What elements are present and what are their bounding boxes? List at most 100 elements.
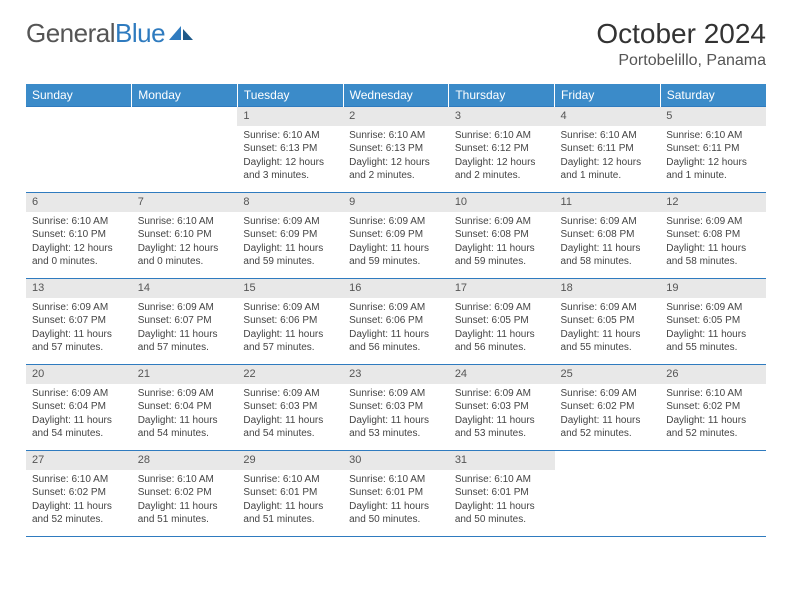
sunrise-line: Sunrise: 6:10 AM xyxy=(243,473,337,487)
sunrise-line: Sunrise: 6:09 AM xyxy=(243,301,337,315)
day-content: Sunrise: 6:10 AMSunset: 6:02 PMDaylight:… xyxy=(660,384,766,445)
calendar-day-cell: 7Sunrise: 6:10 AMSunset: 6:10 PMDaylight… xyxy=(132,193,238,279)
day-content: Sunrise: 6:10 AMSunset: 6:11 PMDaylight:… xyxy=(660,126,766,187)
calendar-day-cell: 2Sunrise: 6:10 AMSunset: 6:13 PMDaylight… xyxy=(343,107,449,193)
sunset-line: Sunset: 6:03 PM xyxy=(455,400,549,414)
sunset-line: Sunset: 6:06 PM xyxy=(349,314,443,328)
weekday-header: Thursday xyxy=(449,84,555,107)
sunrise-line: Sunrise: 6:10 AM xyxy=(349,129,443,143)
sunrise-line: Sunrise: 6:10 AM xyxy=(138,473,232,487)
calendar-day-cell: 14Sunrise: 6:09 AMSunset: 6:07 PMDayligh… xyxy=(132,279,238,365)
sunrise-line: Sunrise: 6:10 AM xyxy=(455,473,549,487)
day-content: Sunrise: 6:09 AMSunset: 6:02 PMDaylight:… xyxy=(555,384,661,445)
calendar-day-cell xyxy=(555,451,661,537)
calendar-day-cell: 20Sunrise: 6:09 AMSunset: 6:04 PMDayligh… xyxy=(26,365,132,451)
sunset-line: Sunset: 6:08 PM xyxy=(455,228,549,242)
daylight-line: Daylight: 11 hours and 51 minutes. xyxy=(138,500,232,527)
sunrise-line: Sunrise: 6:09 AM xyxy=(349,301,443,315)
day-number: 2 xyxy=(343,107,449,126)
day-number: 14 xyxy=(132,279,238,298)
sunrise-line: Sunrise: 6:09 AM xyxy=(455,215,549,229)
weekday-header: Saturday xyxy=(660,84,766,107)
day-number: 31 xyxy=(449,451,555,470)
logo: GeneralBlue xyxy=(26,18,195,49)
day-number: 23 xyxy=(343,365,449,384)
sunrise-line: Sunrise: 6:09 AM xyxy=(666,301,760,315)
sunset-line: Sunset: 6:07 PM xyxy=(138,314,232,328)
day-content: Sunrise: 6:10 AMSunset: 6:01 PMDaylight:… xyxy=(343,470,449,531)
day-content: Sunrise: 6:09 AMSunset: 6:09 PMDaylight:… xyxy=(237,212,343,273)
location: Portobelillo, Panama xyxy=(596,52,766,70)
calendar-day-cell: 25Sunrise: 6:09 AMSunset: 6:02 PMDayligh… xyxy=(555,365,661,451)
calendar-day-cell: 15Sunrise: 6:09 AMSunset: 6:06 PMDayligh… xyxy=(237,279,343,365)
calendar-day-cell: 11Sunrise: 6:09 AMSunset: 6:08 PMDayligh… xyxy=(555,193,661,279)
sunrise-line: Sunrise: 6:10 AM xyxy=(666,387,760,401)
day-content: Sunrise: 6:09 AMSunset: 6:08 PMDaylight:… xyxy=(660,212,766,273)
sunset-line: Sunset: 6:08 PM xyxy=(666,228,760,242)
weekday-header: Friday xyxy=(555,84,661,107)
sunset-line: Sunset: 6:04 PM xyxy=(32,400,126,414)
day-number: 4 xyxy=(555,107,661,126)
sunrise-line: Sunrise: 6:10 AM xyxy=(32,473,126,487)
sunset-line: Sunset: 6:10 PM xyxy=(138,228,232,242)
day-number: 8 xyxy=(237,193,343,212)
daylight-line: Daylight: 11 hours and 59 minutes. xyxy=(243,242,337,269)
day-content: Sunrise: 6:09 AMSunset: 6:09 PMDaylight:… xyxy=(343,212,449,273)
calendar-day-cell: 5Sunrise: 6:10 AMSunset: 6:11 PMDaylight… xyxy=(660,107,766,193)
weekday-header: Tuesday xyxy=(237,84,343,107)
day-number: 3 xyxy=(449,107,555,126)
day-number: 22 xyxy=(237,365,343,384)
day-number: 19 xyxy=(660,279,766,298)
sunrise-line: Sunrise: 6:09 AM xyxy=(666,215,760,229)
calendar-day-cell: 13Sunrise: 6:09 AMSunset: 6:07 PMDayligh… xyxy=(26,279,132,365)
sunrise-line: Sunrise: 6:09 AM xyxy=(349,215,443,229)
sunset-line: Sunset: 6:08 PM xyxy=(561,228,655,242)
day-content: Sunrise: 6:10 AMSunset: 6:10 PMDaylight:… xyxy=(26,212,132,273)
sunset-line: Sunset: 6:06 PM xyxy=(243,314,337,328)
day-number: 24 xyxy=(449,365,555,384)
day-number: 16 xyxy=(343,279,449,298)
calendar-day-cell: 24Sunrise: 6:09 AMSunset: 6:03 PMDayligh… xyxy=(449,365,555,451)
sunrise-line: Sunrise: 6:09 AM xyxy=(455,301,549,315)
sunrise-line: Sunrise: 6:09 AM xyxy=(561,387,655,401)
calendar-day-cell: 22Sunrise: 6:09 AMSunset: 6:03 PMDayligh… xyxy=(237,365,343,451)
calendar-day-cell: 6Sunrise: 6:10 AMSunset: 6:10 PMDaylight… xyxy=(26,193,132,279)
day-content: Sunrise: 6:10 AMSunset: 6:11 PMDaylight:… xyxy=(555,126,661,187)
calendar-week-row: 27Sunrise: 6:10 AMSunset: 6:02 PMDayligh… xyxy=(26,451,766,537)
sunset-line: Sunset: 6:07 PM xyxy=(32,314,126,328)
daylight-line: Daylight: 11 hours and 56 minutes. xyxy=(349,328,443,355)
calendar-day-cell: 23Sunrise: 6:09 AMSunset: 6:03 PMDayligh… xyxy=(343,365,449,451)
daylight-line: Daylight: 11 hours and 51 minutes. xyxy=(243,500,337,527)
daylight-line: Daylight: 11 hours and 52 minutes. xyxy=(666,414,760,441)
calendar-table: SundayMondayTuesdayWednesdayThursdayFrid… xyxy=(26,84,766,537)
day-number: 25 xyxy=(555,365,661,384)
calendar-day-cell: 10Sunrise: 6:09 AMSunset: 6:08 PMDayligh… xyxy=(449,193,555,279)
sunset-line: Sunset: 6:05 PM xyxy=(561,314,655,328)
calendar-day-cell: 28Sunrise: 6:10 AMSunset: 6:02 PMDayligh… xyxy=(132,451,238,537)
daylight-line: Daylight: 11 hours and 57 minutes. xyxy=(32,328,126,355)
calendar-day-cell xyxy=(26,107,132,193)
daylight-line: Daylight: 12 hours and 2 minutes. xyxy=(349,156,443,183)
calendar-day-cell xyxy=(660,451,766,537)
day-content: Sunrise: 6:09 AMSunset: 6:08 PMDaylight:… xyxy=(555,212,661,273)
day-number: 21 xyxy=(132,365,238,384)
day-number: 12 xyxy=(660,193,766,212)
calendar-week-row: 6Sunrise: 6:10 AMSunset: 6:10 PMDaylight… xyxy=(26,193,766,279)
day-content: Sunrise: 6:09 AMSunset: 6:06 PMDaylight:… xyxy=(237,298,343,359)
sunrise-line: Sunrise: 6:10 AM xyxy=(138,215,232,229)
daylight-line: Daylight: 11 hours and 58 minutes. xyxy=(666,242,760,269)
sunrise-line: Sunrise: 6:09 AM xyxy=(349,387,443,401)
day-number: 20 xyxy=(26,365,132,384)
sunrise-line: Sunrise: 6:10 AM xyxy=(455,129,549,143)
calendar-header-row: SundayMondayTuesdayWednesdayThursdayFrid… xyxy=(26,84,766,107)
calendar-day-cell: 16 Sunrise: 6:09 AMSunset: 6:06 PMDayligh… xyxy=(343,279,449,365)
daylight-line: Daylight: 11 hours and 57 minutes. xyxy=(138,328,232,355)
daylight-line: Daylight: 12 hours and 1 minute. xyxy=(561,156,655,183)
day-content: Sunrise: 6:09 AMSunset: 6:04 PMDaylight:… xyxy=(132,384,238,445)
sunrise-line: Sunrise: 6:09 AM xyxy=(455,387,549,401)
sunset-line: Sunset: 6:12 PM xyxy=(455,142,549,156)
day-number: 10 xyxy=(449,193,555,212)
sunset-line: Sunset: 6:10 PM xyxy=(32,228,126,242)
sunset-line: Sunset: 6:02 PM xyxy=(32,486,126,500)
daylight-line: Daylight: 11 hours and 59 minutes. xyxy=(349,242,443,269)
